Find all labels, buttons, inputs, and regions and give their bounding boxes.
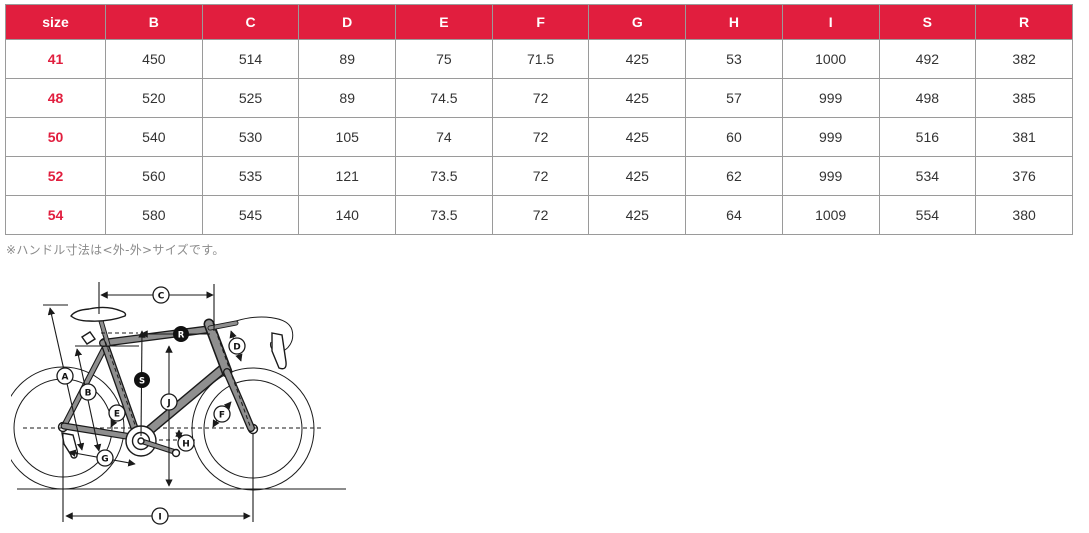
geometry-table: size B C D E F G H I S R 41 450 514 89 7… bbox=[5, 4, 1073, 235]
size-value: 52 bbox=[5, 156, 106, 196]
cell: 140 bbox=[298, 195, 397, 235]
table-row: 50 540 530 105 74 72 425 60 999 516 381 bbox=[5, 117, 1073, 157]
dim-label-a: A bbox=[62, 373, 69, 383]
cell: 492 bbox=[878, 39, 977, 79]
handlebar-note: ※ハンドル寸法は<外-外>サイズです。 bbox=[6, 243, 225, 257]
col-header-d: D bbox=[298, 4, 397, 40]
cell: 516 bbox=[878, 117, 977, 157]
dim-label-g: G bbox=[101, 455, 108, 465]
cell: 53 bbox=[685, 39, 783, 79]
col-header-r: R bbox=[975, 4, 1073, 40]
cell: 380 bbox=[975, 195, 1073, 235]
cell: 121 bbox=[298, 156, 397, 196]
cell: 385 bbox=[975, 78, 1073, 118]
cell: 62 bbox=[685, 156, 783, 196]
cell: 425 bbox=[588, 195, 687, 235]
cell: 72 bbox=[491, 78, 590, 118]
cell: 73.5 bbox=[395, 156, 493, 196]
cell: 72 bbox=[491, 156, 590, 196]
table-header-row: size B C D E F G H I S R bbox=[5, 4, 1073, 40]
dim-label-e: E bbox=[114, 410, 120, 420]
cell: 382 bbox=[975, 39, 1073, 79]
cell: 57 bbox=[685, 78, 783, 118]
col-header-b: B bbox=[105, 4, 203, 40]
cell: 520 bbox=[105, 78, 203, 118]
cell: 545 bbox=[201, 195, 300, 235]
size-value: 50 bbox=[5, 117, 106, 157]
cell: 999 bbox=[781, 117, 880, 157]
cell: 560 bbox=[105, 156, 203, 196]
dim-label-j: J bbox=[166, 399, 170, 409]
pedal-axle bbox=[171, 448, 181, 458]
cell: 535 bbox=[201, 156, 300, 196]
cell: 498 bbox=[878, 78, 977, 118]
cell: 425 bbox=[588, 78, 687, 118]
col-header-g: G bbox=[588, 4, 687, 40]
dim-label-i: I bbox=[158, 513, 161, 523]
cell: 75 bbox=[395, 39, 493, 79]
cell: 425 bbox=[588, 156, 687, 196]
cell: 89 bbox=[298, 78, 397, 118]
dim-label-c: C bbox=[158, 292, 165, 302]
cell: 1000 bbox=[781, 39, 880, 79]
size-value: 54 bbox=[5, 195, 106, 235]
col-header-h: H bbox=[685, 4, 783, 40]
size-value: 48 bbox=[5, 78, 106, 118]
cell: 71.5 bbox=[491, 39, 590, 79]
cell: 580 bbox=[105, 195, 203, 235]
table-row: 41 450 514 89 75 71.5 425 53 1000 492 38… bbox=[5, 39, 1073, 79]
cell: 999 bbox=[781, 78, 880, 118]
cell: 60 bbox=[685, 117, 783, 157]
cell: 514 bbox=[201, 39, 300, 79]
cell: 999 bbox=[781, 156, 880, 196]
cell: 105 bbox=[298, 117, 397, 157]
col-header-s: S bbox=[878, 4, 977, 40]
bike-geometry-diagram: A B C D E F G H I J R bbox=[1, 270, 1089, 533]
col-header-i: I bbox=[781, 4, 880, 40]
cell: 450 bbox=[105, 39, 203, 79]
seat-clamp bbox=[80, 331, 97, 345]
saddle bbox=[70, 306, 127, 322]
col-header-size: size bbox=[5, 4, 106, 40]
dim-label-f: F bbox=[219, 411, 225, 421]
cell: 540 bbox=[105, 117, 203, 157]
dim-label-s: S bbox=[139, 376, 145, 386]
size-value: 41 bbox=[5, 39, 106, 79]
cell: 534 bbox=[878, 156, 977, 196]
cell: 89 bbox=[298, 39, 397, 79]
cell: 72 bbox=[491, 195, 590, 235]
frame bbox=[60, 311, 255, 444]
dim-label-d: D bbox=[233, 343, 240, 353]
table-row: 48 520 525 89 74.5 72 425 57 999 498 385 bbox=[5, 78, 1073, 118]
bike-diagram-svg: A B C D E F G H I J R bbox=[1, 282, 346, 525]
table-row: 54 580 545 140 73.5 72 425 64 1009 554 3… bbox=[5, 195, 1073, 235]
brake-lever bbox=[271, 332, 287, 370]
cell: 1009 bbox=[781, 195, 880, 235]
col-header-e: E bbox=[395, 4, 493, 40]
dimension-labels: A B C D E F G H I J R bbox=[56, 286, 246, 525]
cell: 425 bbox=[588, 39, 687, 79]
col-header-c: C bbox=[201, 4, 300, 40]
cell: 525 bbox=[201, 78, 300, 118]
cell: 74 bbox=[395, 117, 493, 157]
cell: 64 bbox=[685, 195, 783, 235]
col-header-f: F bbox=[491, 4, 590, 40]
cell: 74.5 bbox=[395, 78, 493, 118]
cell: 425 bbox=[588, 117, 687, 157]
cell: 72 bbox=[491, 117, 590, 157]
dim-label-r: R bbox=[178, 330, 185, 340]
dim-label-h: H bbox=[182, 440, 190, 450]
dim-label-b: B bbox=[85, 389, 92, 399]
cell: 530 bbox=[201, 117, 300, 157]
cell: 376 bbox=[975, 156, 1073, 196]
cell: 73.5 bbox=[395, 195, 493, 235]
cell: 381 bbox=[975, 117, 1073, 157]
table-row: 52 560 535 121 73.5 72 425 62 999 534 37… bbox=[5, 156, 1073, 196]
cell: 554 bbox=[878, 195, 977, 235]
